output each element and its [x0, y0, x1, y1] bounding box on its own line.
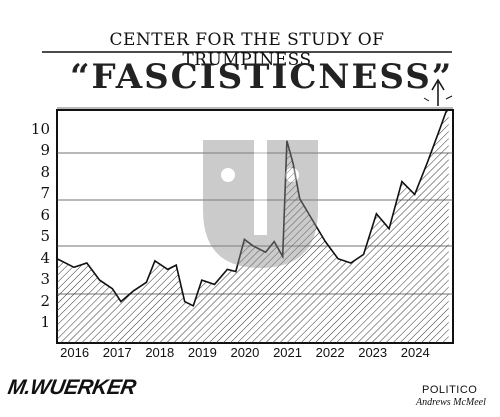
x-tick-label: 2022: [315, 345, 345, 360]
y-tick-label: 1: [40, 313, 50, 331]
y-tick-label: 7: [40, 184, 50, 203]
x-tick-label: 2024: [400, 345, 430, 360]
y-tick-label: 5: [40, 227, 50, 246]
y-tick-label: 9: [40, 141, 50, 160]
cartoon-heading: CENTER FOR THE STUDY OF TRUMPINESS: [109, 30, 385, 70]
y-tick-label: 4: [40, 248, 50, 267]
x-tick-label: 2020: [230, 345, 260, 360]
fascisticness-area: [57, 110, 449, 343]
chart-title: “FASCISTICNESS”: [70, 57, 454, 97]
publisher-credit: POLITICO: [422, 384, 478, 396]
y-tick-label: 10: [30, 120, 50, 139]
politico-logo-icon: [203, 140, 318, 268]
x-tick-label: 2018: [145, 345, 175, 360]
y-tick-label: 3: [40, 270, 50, 289]
syndicate-credit: Andrews McMeel: [416, 397, 486, 408]
x-tick-label: 2017: [102, 345, 132, 360]
y-tick-label: 2: [40, 291, 50, 310]
x-tick-label: 2023: [358, 345, 388, 360]
x-tick-label: 2016: [60, 345, 90, 360]
artist-signature: M.WUERKER: [6, 376, 138, 399]
y-tick-label: 8: [40, 162, 50, 181]
x-tick-label: 2019: [187, 345, 217, 360]
x-tick-label: 2021: [273, 345, 302, 360]
fascisticness-line: [57, 110, 448, 307]
up-arrow-icon: [423, 78, 453, 106]
y-tick-label: 6: [40, 205, 50, 224]
